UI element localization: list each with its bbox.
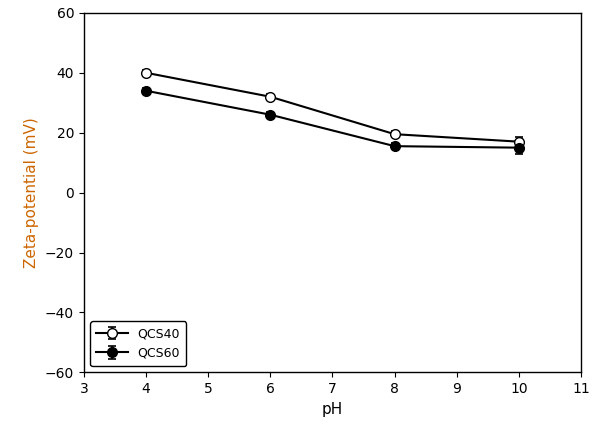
Legend: QCS40, QCS60: QCS40, QCS60	[90, 321, 186, 366]
Y-axis label: Zeta-potential (mV): Zeta-potential (mV)	[25, 117, 40, 268]
X-axis label: pH: pH	[322, 401, 343, 416]
